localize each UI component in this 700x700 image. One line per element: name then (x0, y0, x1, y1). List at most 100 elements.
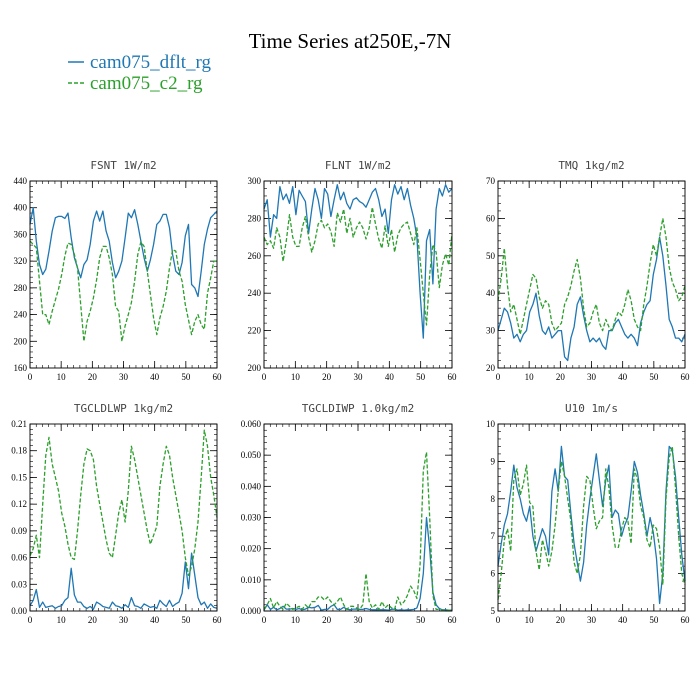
y-tick-label: 0.18 (11, 446, 27, 456)
y-tick-label: 0.21 (11, 419, 27, 429)
y-tick-label: 0.15 (11, 472, 27, 482)
x-tick-label: 20 (322, 372, 332, 382)
y-tick-label: 260 (248, 251, 262, 261)
x-tick-label: 10 (525, 372, 535, 382)
x-tick-label: 0 (28, 372, 33, 382)
y-tick-label: 0.050 (241, 450, 262, 460)
y-tick-label: 0.06 (11, 553, 27, 563)
x-tick-label: 30 (587, 615, 597, 625)
y-tick-label: 10 (486, 419, 496, 429)
y-tick-label: 160 (14, 363, 28, 373)
y-tick-label: 0.03 (11, 579, 27, 589)
x-tick-label: 20 (88, 615, 98, 625)
legend-entry: cam075_dflt_rg (68, 52, 212, 73)
chart-panel: TGCLDLWP 1kg/m2 0 10 20 30 40 50 60 0.00 0.03 0.06… (11, 402, 222, 625)
x-tick-label: 20 (88, 372, 98, 382)
x-tick-label: 10 (291, 615, 301, 625)
y-tick-label: 0.000 (241, 606, 262, 616)
series-line (29, 429, 218, 577)
x-tick-label: 30 (354, 615, 364, 625)
x-tick-label: 40 (150, 615, 160, 625)
y-tick-label: 280 (14, 283, 28, 293)
y-tick-label: 20 (486, 363, 496, 373)
x-tick-label: 30 (587, 372, 597, 382)
figure-title: Time Series at250E,-7N (249, 29, 452, 53)
panel-title: FSNT 1W/m2 (90, 159, 156, 172)
chart-panel: TMQ 1kg/m2 0 10 20 30 40 50 60 20 30 40 50 60 70 (486, 159, 690, 382)
panel-title: U10 1m/s (565, 402, 618, 415)
legend-label: cam075_dflt_rg (90, 52, 212, 73)
y-tick-label: 30 (486, 326, 496, 336)
panel-title: FLNT 1W/m2 (325, 159, 391, 172)
series-line (263, 184, 453, 339)
x-tick-label: 10 (57, 615, 67, 625)
panel-title: TMQ 1kg/m2 (558, 159, 624, 172)
x-tick-label: 50 (416, 372, 426, 382)
x-tick-label: 60 (213, 615, 223, 625)
x-tick-label: 60 (448, 372, 458, 382)
chart-panel: FLNT 1W/m2 0 10 20 30 40 50 60 200 220 240 260 280 30… (248, 159, 458, 382)
x-tick-label: 30 (119, 615, 129, 625)
y-tick-label: 40 (486, 288, 496, 298)
y-tick-label: 60 (486, 213, 496, 223)
legend-entry: cam075_c2_rg (68, 73, 203, 94)
y-tick-label: 200 (248, 363, 262, 373)
y-tick-label: 280 (248, 213, 262, 223)
y-tick-label: 0.010 (241, 575, 262, 585)
x-tick-label: 60 (213, 372, 223, 382)
y-tick-label: 9 (491, 456, 496, 466)
y-tick-label: 0.060 (241, 419, 262, 429)
x-tick-label: 40 (150, 372, 160, 382)
plot-frame (497, 423, 686, 612)
x-tick-label: 10 (291, 372, 301, 382)
series-line (263, 451, 452, 611)
y-tick-label: 240 (14, 310, 28, 320)
x-tick-label: 30 (119, 372, 129, 382)
legend-label: cam075_c2_rg (90, 73, 203, 94)
y-tick-label: 8 (491, 494, 496, 504)
x-tick-label: 20 (556, 615, 566, 625)
series-line (29, 240, 217, 342)
x-tick-label: 10 (525, 615, 535, 625)
plot-frame (263, 423, 453, 612)
chart-panel: TGCLDIWP 1.0kg/m2 0 10 20 30 40 50 60 0.000 0.010… (241, 402, 457, 625)
x-tick-label: 20 (556, 372, 566, 382)
panels: FSNT 1W/m20 10 20 30 40 50 6016020024028032036… (11, 159, 690, 625)
x-tick-label: 40 (618, 372, 628, 382)
series-line (29, 207, 218, 298)
series-line (497, 236, 686, 362)
x-tick-label: 0 (28, 615, 33, 625)
series-line (497, 445, 686, 600)
panel-title: TGCLDLWP 1kg/m2 (74, 402, 173, 415)
x-tick-label: 0 (496, 615, 501, 625)
x-tick-label: 50 (649, 372, 659, 382)
y-tick-label: 5 (491, 606, 496, 616)
x-tick-label: 50 (181, 372, 191, 382)
x-tick-label: 40 (618, 615, 628, 625)
x-tick-label: 50 (649, 615, 659, 625)
chart-panel: U10 1m/s 0 10 20 30 40 50 60 5 6 7 8 9 10 (486, 402, 690, 625)
series-line (497, 217, 686, 335)
plot-frame (497, 180, 686, 369)
plot-frame (29, 180, 218, 369)
chart-panel: FSNT 1W/m2 0 10 20 30 40 50 60 160 200 240 280 320 36… (14, 159, 223, 382)
y-tick-label: 200 (14, 336, 28, 346)
series-line (29, 552, 218, 610)
legend: cam075_dflt_rg cam075_c2_rg (68, 52, 212, 94)
y-tick-label: 220 (248, 326, 262, 336)
panel-title: TGCLDIWP 1.0kg/m2 (302, 402, 415, 415)
y-tick-label: 300 (248, 176, 262, 186)
series-line (497, 445, 686, 605)
y-tick-label: 50 (486, 251, 496, 261)
y-tick-label: 320 (14, 256, 28, 266)
x-tick-label: 60 (681, 615, 691, 625)
y-tick-label: 0.00 (11, 606, 27, 616)
x-tick-label: 20 (322, 615, 332, 625)
y-tick-label: 240 (248, 288, 262, 298)
y-tick-label: 7 (491, 531, 496, 541)
x-tick-label: 60 (681, 372, 691, 382)
y-tick-label: 0.030 (241, 513, 262, 523)
x-tick-label: 30 (354, 372, 364, 382)
plot-frame (29, 423, 218, 612)
